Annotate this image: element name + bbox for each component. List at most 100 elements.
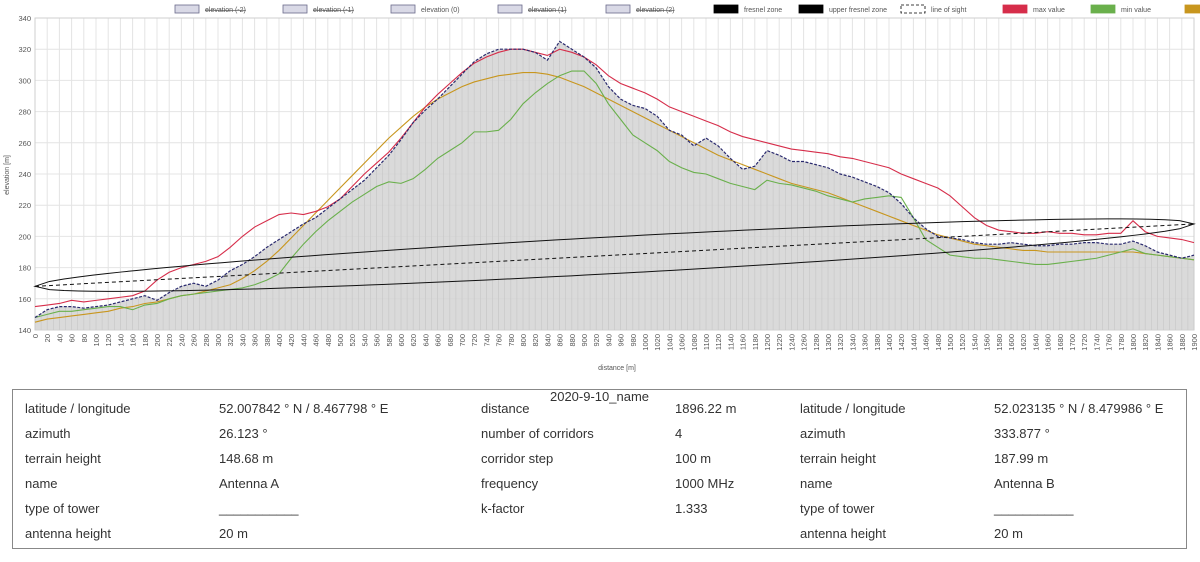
info-label: type of tower <box>800 501 875 516</box>
info-title: 2020-9-10_name <box>549 389 650 404</box>
x-tick-label: 640 <box>421 334 430 347</box>
x-tick-label: 40 <box>55 334 64 342</box>
x-tick-label: 1320 <box>836 334 845 351</box>
legend-label: line of sight <box>931 7 966 14</box>
x-tick-label: 1760 <box>1105 334 1114 351</box>
x-tick-label: 900 <box>580 334 589 347</box>
y-tick-label: 300 <box>18 76 31 85</box>
x-tick-label: 120 <box>104 334 113 347</box>
x-tick-label: 1700 <box>1068 334 1077 351</box>
link-values: 1896.22 m 4 100 m 1000 MHz 1.333 <box>675 399 736 524</box>
x-tick-label: 320 <box>226 334 235 347</box>
legend-swatch <box>1002 4 1028 14</box>
x-tick-label: 1500 <box>946 334 955 351</box>
x-tick-label: 1260 <box>800 334 809 351</box>
x-tick-label: 240 <box>177 334 186 347</box>
fresnel-zone-outline <box>33 218 1196 292</box>
x-tick-label: 60 <box>68 334 77 342</box>
info-value: Antenna A <box>219 476 279 491</box>
x-tick-label: 420 <box>287 334 296 347</box>
legend-swatch <box>713 4 739 14</box>
x-tick-label: 1520 <box>958 334 967 351</box>
x-tick-label: 20 <box>43 334 52 342</box>
legend-item[interactable]: elevation (1) <box>497 4 567 14</box>
info-value: 20 m <box>219 526 248 541</box>
legend-item[interactable]: line of sight <box>900 4 966 14</box>
x-tick-label: 80 <box>80 334 89 342</box>
info-value: 26.123 ° <box>219 426 268 441</box>
legend-item[interactable]: elevation (-2) <box>174 4 246 14</box>
info-label: k-factor <box>481 501 525 516</box>
info-label: azimuth <box>800 426 846 441</box>
legend-item[interactable]: elevation (-1) <box>282 4 354 14</box>
x-tick-label: 1600 <box>1007 334 1016 351</box>
x-tick-label: 1000 <box>641 334 650 351</box>
legend-label: fresnel zone <box>744 7 782 14</box>
antenna-b-labels: latitude / longitude azimuth terrain heigh… <box>800 399 906 549</box>
info-label: name <box>800 476 833 491</box>
x-tick-label: 1800 <box>1129 334 1138 351</box>
legend-item[interactable]: min value <box>1090 4 1151 14</box>
info-label: type of tower <box>25 501 100 516</box>
legend-item[interactable]: terrain profile <box>1184 4 1200 14</box>
legend-swatch <box>1184 4 1200 14</box>
info-label: terrain height <box>25 451 101 466</box>
x-tick-label: 1820 <box>1141 334 1150 351</box>
x-tick-label: 560 <box>373 334 382 347</box>
x-tick-label: 140 <box>116 334 125 347</box>
info-value: 333.877 ° <box>994 426 1050 441</box>
x-tick-label: 400 <box>275 334 284 347</box>
info-value: ___________ <box>219 501 299 516</box>
x-tick-label: 680 <box>446 334 455 347</box>
legend-item[interactable]: elevation (0) <box>390 4 460 14</box>
info-value: 187.99 m <box>994 451 1049 466</box>
x-tick-label: 1580 <box>995 334 1004 351</box>
x-tick-label: 1120 <box>714 334 723 350</box>
legend-item[interactable]: max value <box>1002 4 1065 14</box>
info-value: 52.023135 ° N / 8.479986 ° E <box>994 401 1164 416</box>
x-tick-label: 1620 <box>1019 334 1028 351</box>
x-tick-label: 100 <box>92 334 101 347</box>
x-tick-label: 0 <box>31 334 40 338</box>
legend-item[interactable]: fresnel zone <box>713 4 782 14</box>
legend-item[interactable]: upper fresnel zone <box>798 4 887 14</box>
info-value: ___________ <box>994 501 1074 516</box>
x-tick-label: 1460 <box>922 334 931 351</box>
legend-label: elevation (-2) <box>205 7 246 14</box>
x-tick-label: 440 <box>299 334 308 347</box>
x-tick-label: 840 <box>543 334 552 347</box>
y-tick-label: 340 <box>18 14 31 23</box>
info-label: corridor step <box>481 451 554 466</box>
elevation-line <box>34 40 1195 319</box>
legend-swatch <box>900 4 926 14</box>
legend-swatch <box>497 4 523 14</box>
y-tick-label: 200 <box>18 232 31 241</box>
x-tick-label: 1400 <box>885 334 894 351</box>
y-axis-title: elevation [m] <box>4 155 11 195</box>
x-tick-label: 760 <box>495 334 504 347</box>
x-tick-label: 1640 <box>1031 334 1040 351</box>
x-tick-label: 1060 <box>678 334 687 351</box>
legend-label: elevation (0) <box>421 7 460 14</box>
legend-label: min value <box>1121 7 1151 14</box>
x-axis-title: distance [m] <box>598 365 636 372</box>
chart-legend[interactable]: elevation (-2) elevation (-1) elevation (0… <box>174 4 1200 14</box>
antenna-a-labels: latitude / longitude azimuth terrain heigh… <box>25 399 131 549</box>
info-value: 1000 MHz <box>675 476 735 491</box>
x-tick-label: 660 <box>434 334 443 347</box>
x-tick-label: 820 <box>531 334 540 347</box>
x-tick-label: 180 <box>141 334 150 347</box>
x-tick-label: 160 <box>129 334 138 347</box>
x-tick-label: 880 <box>568 334 577 347</box>
x-tick-label: 740 <box>482 334 491 347</box>
x-tick-label: 1480 <box>934 334 943 351</box>
x-tick-label: 600 <box>397 334 406 347</box>
info-value: 148.68 m <box>219 451 274 466</box>
x-tick-label: 1660 <box>1044 334 1053 351</box>
info-label: antenna height <box>25 526 112 541</box>
elevation-area <box>34 41 1195 331</box>
x-tick-label: 1340 <box>848 334 857 351</box>
x-tick-label: 780 <box>507 334 516 347</box>
legend-label: elevation (2) <box>636 7 675 14</box>
legend-item[interactable]: elevation (2) <box>605 4 675 14</box>
